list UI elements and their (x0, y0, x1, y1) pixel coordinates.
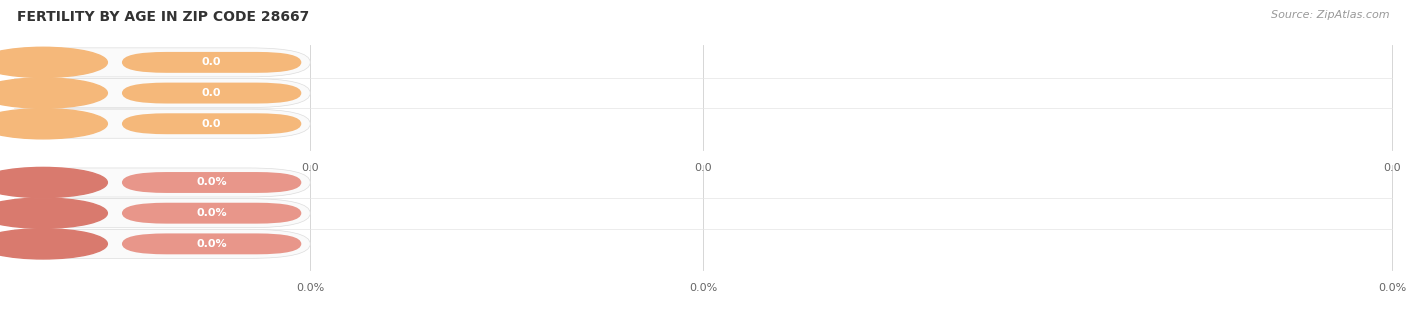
Text: 35 to 50 years: 35 to 50 years (132, 237, 222, 250)
Text: 20 to 34 years: 20 to 34 years (132, 86, 222, 100)
Circle shape (0, 109, 107, 139)
Text: 0.0: 0.0 (202, 57, 221, 67)
Text: 20 to 34 years: 20 to 34 years (132, 207, 222, 220)
Circle shape (0, 198, 107, 228)
FancyBboxPatch shape (14, 79, 311, 108)
FancyBboxPatch shape (14, 48, 311, 77)
Text: FERTILITY BY AGE IN ZIP CODE 28667: FERTILITY BY AGE IN ZIP CODE 28667 (17, 10, 309, 24)
Text: Source: ZipAtlas.com: Source: ZipAtlas.com (1271, 10, 1389, 20)
Text: 0.0%: 0.0% (197, 239, 226, 249)
Text: 15 to 19 years: 15 to 19 years (132, 176, 222, 189)
Text: 0.0%: 0.0% (197, 208, 226, 218)
Text: 35 to 50 years: 35 to 50 years (132, 117, 222, 130)
Circle shape (0, 167, 107, 198)
Text: 15 to 19 years: 15 to 19 years (132, 56, 222, 69)
Text: 0.0: 0.0 (695, 163, 711, 173)
Text: 0.0%: 0.0% (689, 283, 717, 293)
Text: 0.0%: 0.0% (1378, 283, 1406, 293)
FancyBboxPatch shape (122, 82, 301, 104)
FancyBboxPatch shape (122, 172, 301, 193)
Text: 0.0%: 0.0% (197, 178, 226, 187)
FancyBboxPatch shape (122, 52, 301, 73)
Text: 0.0: 0.0 (1384, 163, 1400, 173)
Circle shape (0, 78, 107, 108)
FancyBboxPatch shape (14, 229, 311, 258)
Circle shape (0, 229, 107, 259)
FancyBboxPatch shape (14, 109, 311, 138)
FancyBboxPatch shape (122, 203, 301, 224)
FancyBboxPatch shape (14, 199, 311, 228)
FancyBboxPatch shape (122, 233, 301, 254)
FancyBboxPatch shape (14, 168, 311, 197)
Circle shape (0, 47, 107, 78)
Text: 0.0: 0.0 (301, 163, 319, 173)
Text: 0.0: 0.0 (202, 119, 221, 129)
FancyBboxPatch shape (122, 113, 301, 134)
Text: 0.0%: 0.0% (297, 283, 325, 293)
Text: 0.0: 0.0 (202, 88, 221, 98)
